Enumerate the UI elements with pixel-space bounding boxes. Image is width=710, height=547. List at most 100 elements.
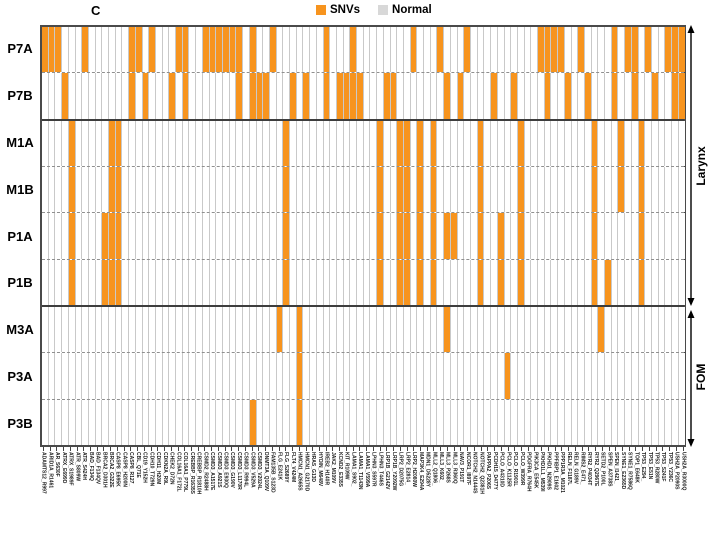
grid-cell bbox=[678, 353, 685, 399]
grid-cell bbox=[571, 259, 579, 305]
grid-cell bbox=[303, 259, 311, 305]
grid-cell bbox=[296, 27, 304, 73]
grid-cell bbox=[176, 27, 183, 73]
grid-cell bbox=[222, 213, 230, 259]
grid-cell bbox=[48, 166, 56, 213]
grid-cell bbox=[403, 399, 411, 445]
tick-mark bbox=[195, 447, 202, 451]
gene-label: COL16A1_P779L bbox=[182, 452, 189, 493]
grid-cell bbox=[551, 27, 559, 73]
grid-cell bbox=[42, 259, 49, 305]
grid-cell bbox=[638, 306, 646, 353]
grid-cell bbox=[571, 120, 579, 166]
heatmap-row-p3a bbox=[42, 353, 685, 400]
grid-cell bbox=[658, 213, 666, 259]
grid-cell bbox=[484, 306, 492, 353]
grid-cell bbox=[62, 353, 69, 399]
tick-mark bbox=[262, 447, 269, 451]
grid-cell bbox=[129, 353, 136, 399]
grid-cell bbox=[68, 259, 76, 305]
grid-cell bbox=[471, 399, 478, 445]
grid-cell bbox=[450, 399, 458, 445]
grid-cell bbox=[444, 73, 451, 119]
grid-cell bbox=[142, 27, 150, 73]
grid-cell bbox=[605, 27, 612, 73]
grid-cell bbox=[605, 306, 612, 353]
tick-mark bbox=[148, 447, 155, 451]
grid-cell bbox=[658, 27, 666, 73]
legend-item-normal: Normal bbox=[378, 4, 432, 16]
grid-cell bbox=[424, 213, 431, 259]
grid-cell bbox=[102, 73, 110, 119]
heatmap-row-p7b bbox=[42, 73, 685, 121]
grid-cell bbox=[430, 259, 438, 305]
grid-cell bbox=[256, 306, 264, 353]
grid-cell bbox=[584, 399, 592, 445]
grid-cell bbox=[55, 353, 63, 399]
grid-cell bbox=[430, 353, 438, 399]
grid-cell bbox=[437, 73, 445, 119]
grid-cell bbox=[383, 213, 391, 259]
grid-cell bbox=[95, 27, 103, 73]
gene-label: CDH11_H20M bbox=[155, 452, 162, 485]
grid-cell bbox=[330, 259, 337, 305]
grid-cell bbox=[531, 213, 539, 259]
grid-cell bbox=[276, 166, 284, 213]
grid-cell bbox=[296, 120, 304, 166]
grid-cell bbox=[551, 306, 559, 353]
grid-cell bbox=[88, 73, 96, 119]
grid-cell bbox=[437, 259, 445, 305]
tick-mark bbox=[525, 447, 532, 451]
grid-cell bbox=[189, 213, 197, 259]
grid-cell bbox=[625, 259, 632, 305]
grid-cell bbox=[209, 213, 217, 259]
grid-cell bbox=[578, 27, 585, 73]
grid-cell bbox=[383, 353, 391, 399]
grid-cell bbox=[538, 306, 545, 353]
grid-cell bbox=[42, 73, 49, 119]
grid-cell bbox=[189, 73, 197, 119]
tick-mark bbox=[188, 447, 195, 451]
grid-cell bbox=[591, 399, 599, 445]
grid-cell bbox=[216, 259, 223, 305]
grid-cell bbox=[417, 166, 425, 213]
tick-mark bbox=[181, 447, 188, 451]
grid-cell bbox=[363, 120, 371, 166]
tick-mark bbox=[370, 447, 377, 451]
grid-cell bbox=[316, 73, 324, 119]
tick-mark bbox=[323, 447, 330, 451]
grid-cell bbox=[450, 353, 458, 399]
grid-cell bbox=[149, 399, 156, 445]
arrow-down-icon bbox=[687, 439, 695, 447]
tick-mark bbox=[417, 447, 424, 451]
grid-cell bbox=[155, 306, 163, 353]
grid-cell bbox=[149, 306, 156, 353]
grid-cell bbox=[678, 27, 685, 73]
grid-cell bbox=[571, 306, 579, 353]
grid-cell bbox=[464, 120, 471, 166]
grid-cell bbox=[517, 353, 525, 399]
grid-cell bbox=[122, 27, 130, 73]
grid-cell bbox=[82, 166, 89, 213]
grid-cell bbox=[316, 306, 324, 353]
gene-label: TP53_S241F bbox=[660, 452, 667, 482]
gene-label: ATR_S424H bbox=[81, 452, 88, 480]
grid-cell bbox=[316, 353, 324, 399]
grid-cell bbox=[343, 120, 351, 166]
grid-cell bbox=[310, 120, 317, 166]
grid-cell bbox=[135, 27, 143, 73]
grid-cell bbox=[155, 27, 163, 73]
grid-cell bbox=[243, 213, 250, 259]
tick-mark bbox=[202, 447, 209, 451]
grid-cell bbox=[216, 353, 223, 399]
grid-cell bbox=[511, 399, 518, 445]
tick-mark bbox=[383, 447, 390, 451]
grid-cell bbox=[558, 166, 565, 213]
grid-cell bbox=[115, 120, 123, 166]
grid-cell bbox=[330, 399, 337, 445]
grid-cell bbox=[196, 306, 203, 353]
grid-cell bbox=[457, 120, 465, 166]
grid-cell bbox=[75, 120, 83, 166]
grid-cell bbox=[484, 120, 492, 166]
grid-cell bbox=[444, 259, 451, 305]
